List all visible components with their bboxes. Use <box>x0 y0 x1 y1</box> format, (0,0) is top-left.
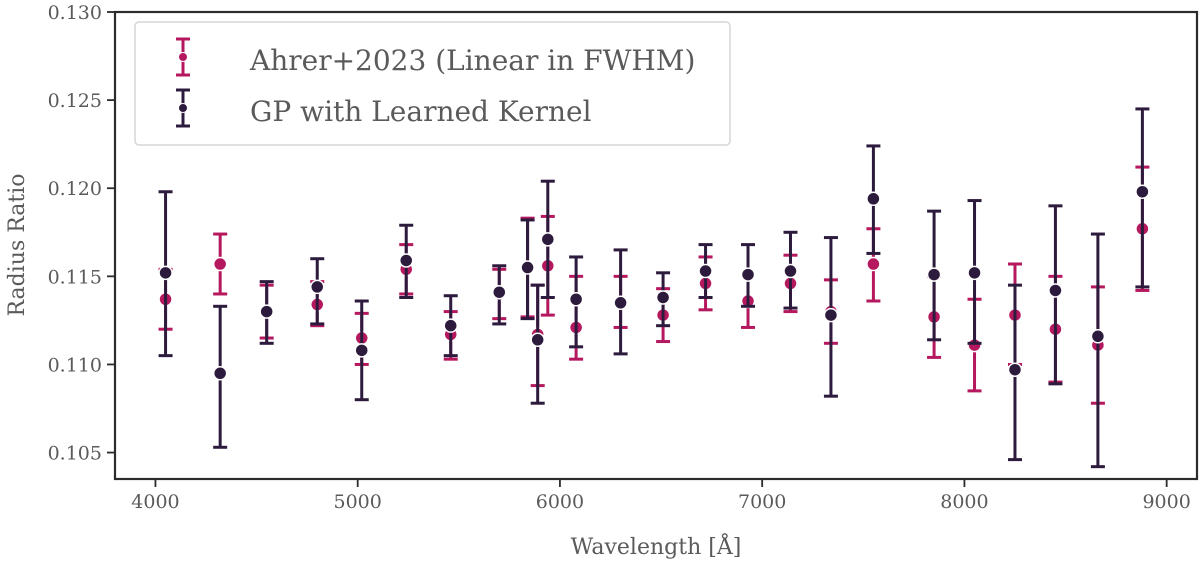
x-tick-label: 9000 <box>1142 491 1190 513</box>
y-axis-title: Radius Ratio <box>5 173 30 316</box>
y-tick-label: 0.105 <box>48 443 102 465</box>
data-point <box>1048 283 1063 298</box>
y-tick-label: 0.115 <box>48 266 102 288</box>
data-point <box>568 291 584 307</box>
data-point <box>354 343 369 358</box>
data-point <box>259 304 274 319</box>
x-tick-label: 6000 <box>536 491 584 513</box>
data-point <box>309 279 325 295</box>
data-point <box>1090 329 1106 344</box>
series-group <box>158 107 1150 469</box>
legend: Ahrer+2023 (Linear in FWHM) GP with Lear… <box>134 21 731 146</box>
y-tick-label: 0.120 <box>48 178 102 200</box>
data-point <box>398 253 414 268</box>
y-tick-label: 0.130 <box>48 2 102 24</box>
data-point <box>158 265 173 281</box>
x-tick-label: 4000 <box>131 491 179 513</box>
legend-label-gp: GP with Learned Kernel <box>250 95 592 128</box>
data-point <box>1135 184 1150 200</box>
data-point <box>492 284 507 300</box>
legend-handle-marker <box>178 103 188 113</box>
x-tick-label: 8000 <box>940 491 988 513</box>
series-gp <box>158 107 1150 469</box>
data-point <box>520 260 535 275</box>
data-point <box>212 256 228 272</box>
data-point <box>540 232 556 247</box>
data-point <box>783 263 798 279</box>
data-point <box>698 263 713 279</box>
data-point <box>655 290 671 305</box>
y-tick-label: 0.110 <box>48 354 102 376</box>
data-point <box>967 265 982 281</box>
legend-entry-ahrer <box>176 37 190 77</box>
legend-label-ahrer: Ahrer+2023 (Linear in FWHM) <box>249 44 695 77</box>
x-axis-title: Wavelength [Å] <box>571 532 742 560</box>
data-point <box>866 191 881 207</box>
data-point <box>740 267 756 282</box>
data-point <box>823 307 839 323</box>
data-point <box>530 332 545 348</box>
axes-group: 4000 5000 6000 7000 8000 9000 0.105 0.110 0.115 0… <box>48 2 1191 513</box>
data-point <box>443 318 458 333</box>
x-tick-label: 5000 <box>334 491 382 513</box>
legend-box <box>134 21 731 146</box>
data-point <box>613 295 628 311</box>
legend-entry-gp <box>176 88 190 128</box>
plot-frame <box>113 10 1199 481</box>
y-tick-label: 0.125 <box>48 90 102 112</box>
data-point <box>866 256 881 272</box>
series-ahrer <box>158 165 1150 405</box>
data-point <box>926 267 942 282</box>
data-point <box>1007 362 1023 377</box>
data-point <box>212 366 228 381</box>
x-tick-label: 7000 <box>738 491 786 513</box>
legend-handle-marker <box>178 52 188 62</box>
